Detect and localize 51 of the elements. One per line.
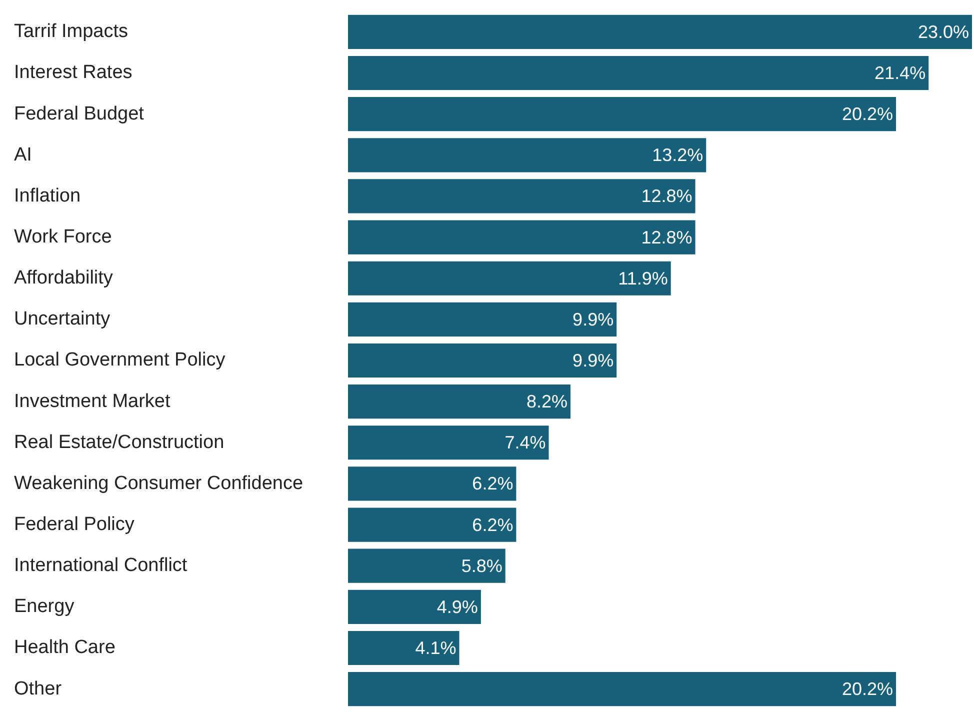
- y-tick-label: AI: [14, 144, 32, 166]
- bar: [348, 426, 549, 460]
- bar: [348, 384, 570, 419]
- y-tick-label: Investment Market: [14, 390, 171, 412]
- data-label: 7.4%: [504, 432, 546, 453]
- bar: [348, 508, 516, 542]
- y-tick-label: Health Care: [14, 637, 116, 658]
- data-label: 12.8%: [641, 227, 692, 248]
- data-label: 21.4%: [874, 62, 926, 83]
- bar: [348, 179, 696, 214]
- bar: [348, 56, 929, 90]
- data-label: 8.2%: [526, 392, 568, 412]
- y-tick-label: Inflation: [14, 185, 81, 206]
- y-tick-label: Affordability: [14, 268, 114, 289]
- data-label: 9.9%: [572, 309, 614, 330]
- bar: [348, 302, 617, 336]
- data-label: 9.9%: [572, 350, 614, 370]
- y-tick-label: Uncertainty: [14, 308, 111, 330]
- data-label: 13.2%: [652, 145, 704, 166]
- data-label: 4.1%: [415, 638, 456, 658]
- data-label: 6.2%: [472, 514, 514, 535]
- y-tick-label: International Conflict: [14, 555, 188, 576]
- bar: [348, 261, 671, 296]
- y-tick-label: Federal Budget: [14, 103, 145, 124]
- data-label: 23.0%: [918, 22, 969, 42]
- y-tick-label: Interest Rates: [14, 62, 132, 84]
- y-tick-label: Federal Policy: [14, 514, 135, 536]
- bar: [348, 630, 460, 666]
- bar: [348, 590, 481, 624]
- data-label: 20.2%: [842, 679, 894, 700]
- bar: [348, 672, 896, 706]
- bar: [348, 97, 896, 132]
- bar: [348, 14, 972, 49]
- y-tick-label: Weakening Consumer Confidence: [14, 472, 304, 494]
- bar: [348, 343, 617, 378]
- y-tick-label: Energy: [14, 596, 75, 618]
- bar: [348, 466, 516, 501]
- data-label: 11.9%: [618, 268, 668, 288]
- y-tick-label: Local Government Policy: [14, 350, 226, 371]
- bar: [348, 220, 696, 254]
- y-tick-label: Other: [14, 678, 62, 700]
- y-tick-label: Tarrif Impacts: [14, 21, 128, 42]
- data-label: 12.8%: [641, 186, 692, 206]
- data-label: 4.9%: [436, 596, 478, 617]
- bar: [348, 138, 706, 172]
- data-label: 20.2%: [842, 104, 894, 124]
- y-tick-label: Work Force: [14, 226, 112, 248]
- data-label: 5.8%: [461, 556, 502, 576]
- y-tick-label: Real Estate/Construction: [14, 432, 224, 453]
- bar: [348, 548, 506, 583]
- data-label: 6.2%: [472, 474, 514, 494]
